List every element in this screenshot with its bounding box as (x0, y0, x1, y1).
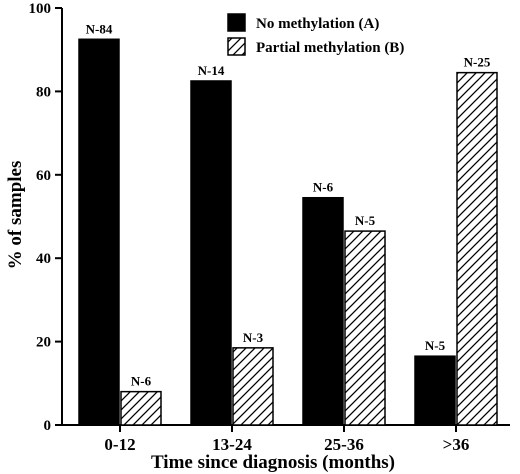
y-tick-label: 0 (44, 418, 52, 434)
legend-label: Partial methylation (B) (256, 40, 404, 56)
bar-partial-methylation (120, 390, 162, 426)
x-tick-label: 25-36 (324, 435, 364, 454)
y-tick-label: 20 (36, 335, 51, 351)
bar-partial-methylation (456, 71, 498, 426)
x-tick-label: 0-12 (104, 435, 135, 454)
x-tick-label: 13-24 (212, 435, 252, 454)
bar-count-label: N-6 (131, 374, 152, 389)
bar-partial-methylation (232, 347, 274, 426)
x-tick-label: >36 (443, 435, 470, 454)
legend-label: No methylation (A) (256, 16, 379, 32)
legend-swatch (227, 13, 246, 32)
legend-swatch (227, 37, 246, 56)
bar-count-label: N-3 (243, 330, 264, 345)
bar-count-label: N-5 (425, 338, 446, 353)
bar-no-methylation (414, 355, 456, 426)
x-axis-label: Time since diagnosis (months) (151, 452, 395, 473)
y-tick-label: 40 (36, 251, 51, 267)
bar-no-methylation (302, 196, 344, 426)
bar-count-label: N-6 (313, 180, 334, 195)
y-tick-label: 100 (29, 1, 52, 17)
bar-count-label: N-5 (355, 213, 376, 228)
bar-partial-methylation (344, 230, 386, 426)
bar-count-label: N-14 (198, 63, 225, 78)
bar-count-label: N-25 (464, 55, 491, 70)
y-tick-label: 80 (36, 84, 51, 100)
y-tick-label: 60 (36, 168, 51, 184)
bar-count-label: N-84 (86, 21, 113, 36)
y-axis-label: % of samples (5, 161, 26, 270)
plot-area: 0 20 40 60 80 100 0-12 N-84 N-6 13-24 N-14 N-3 25-36… (29, 1, 510, 454)
bar-no-methylation (78, 38, 120, 426)
bar-no-methylation (190, 80, 232, 426)
